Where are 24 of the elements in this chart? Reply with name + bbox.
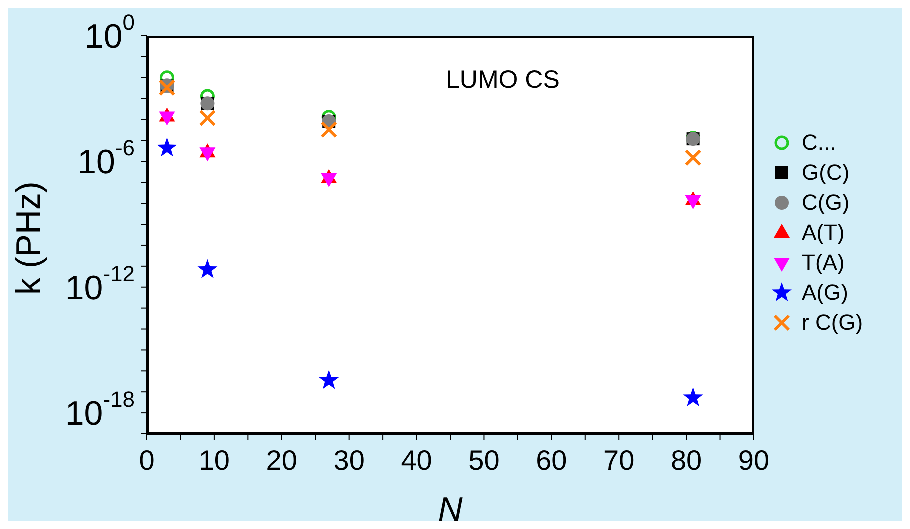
legend-label: C... bbox=[802, 130, 836, 156]
y-tick-label: 10$^{-6}$ bbox=[78, 136, 135, 182]
x-tick-label: 50 bbox=[468, 445, 500, 476]
x-tick-label: 40 bbox=[401, 445, 432, 476]
legend-label: A(T) bbox=[802, 220, 845, 246]
y-tick-label: 10$^{0}$ bbox=[84, 10, 135, 56]
x-tick-label: 20 bbox=[266, 445, 298, 476]
x-tick-label: 0 bbox=[139, 445, 155, 476]
legend-label: T(A) bbox=[802, 250, 845, 276]
y-axis-title: k (PHz) bbox=[10, 182, 48, 295]
y-tick-label: 10$^{-12}$ bbox=[65, 262, 135, 308]
x-tick-label: 30 bbox=[334, 445, 365, 476]
x-axis-title: N bbox=[438, 491, 464, 529]
annotation: LUMO CS bbox=[446, 66, 560, 95]
legend-label: G(C) bbox=[802, 160, 850, 186]
x-tick-label: 70 bbox=[604, 445, 635, 476]
x-tick-label: 90 bbox=[738, 445, 770, 476]
x-tick-label: 80 bbox=[670, 445, 702, 476]
legend-label: r C(G) bbox=[802, 310, 864, 336]
x-tick-label: 60 bbox=[536, 445, 568, 476]
legend-label: C(G) bbox=[802, 190, 850, 216]
legend-label: A(G) bbox=[802, 280, 848, 306]
y-tick-label: 10$^{-18}$ bbox=[65, 387, 135, 434]
x-tick-label: 10 bbox=[198, 445, 230, 476]
